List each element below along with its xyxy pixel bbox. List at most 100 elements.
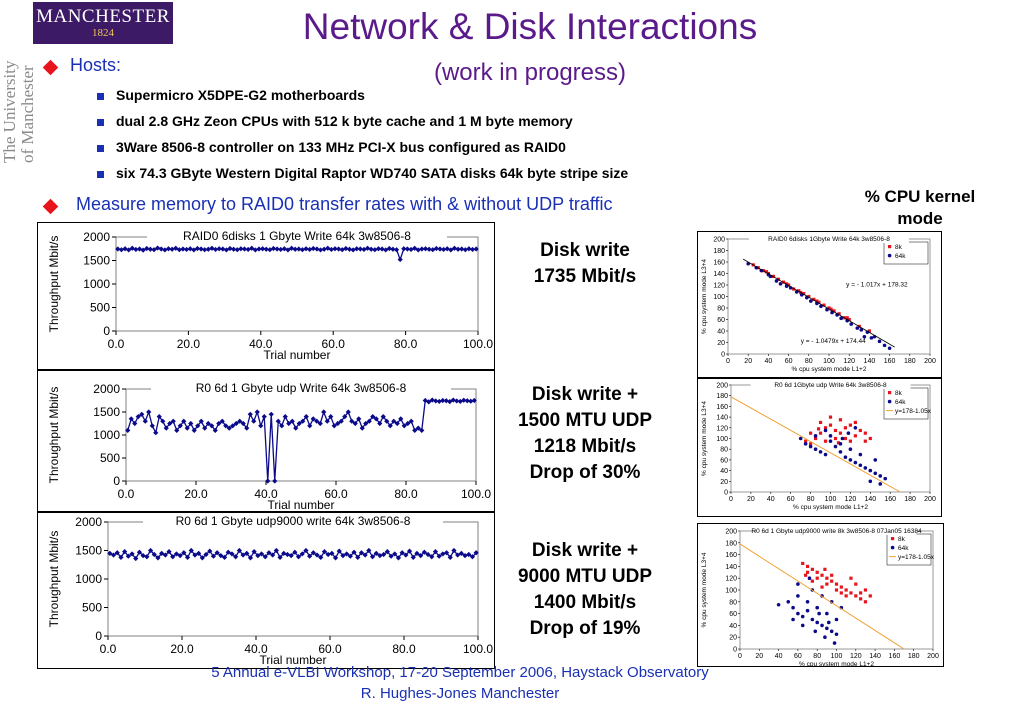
data-point [813,629,818,634]
host-item: Supermicro X5DPE-G2 motherboards [116,87,365,103]
data-point [202,247,208,253]
y-axis-title: % cpu system mode L3+4 [701,552,708,627]
data-point [818,450,823,454]
data-point [140,247,146,253]
data-point [299,247,306,253]
data-point [825,307,829,312]
cpu-kernel-line1: % CPU kernel [864,187,976,206]
data-point [377,420,383,427]
data-point [391,418,397,424]
data-point [878,482,883,486]
y-tick-label: 160 [716,404,728,411]
data-point [444,246,450,252]
x-tick-label: 180 [904,496,916,503]
row2-line4: Drop of 30% [529,462,641,483]
chart-title: RAID0 6disks 1 Gbyte Write 64k 3w8506-8 [183,229,411,243]
y-tick-label: 140 [725,564,737,571]
data-point [832,641,837,645]
legend-marker [887,399,892,404]
data-point [448,247,454,253]
data-point [209,245,215,251]
data-point [812,297,816,301]
data-point [194,245,201,252]
x-tick-label: 140 [869,653,881,660]
y-tick-label: 80 [720,447,728,454]
data-point [807,576,812,580]
data-point [349,418,355,424]
data-point [372,247,378,253]
data-point [839,585,843,589]
data-point [863,600,868,604]
data-point [863,439,867,443]
x-axis-title: Trial number [268,498,335,511]
data-point [843,426,848,430]
data-point [868,479,873,484]
data-point [838,418,843,422]
trend-line [742,258,895,348]
y-tick-label: 160 [713,260,725,267]
row1-line2: 1735 Mbit/s [533,266,637,287]
data-point [882,343,887,348]
data-point [815,620,819,625]
data-point [198,246,204,252]
data-point [169,246,175,252]
data-point [249,245,255,251]
data-point [865,330,870,334]
data-point [853,434,857,438]
data-point [825,582,829,586]
data-point [405,420,411,427]
host-item: dual 2.8 GHz Zeon CPUs with 512 k byte c… [116,113,573,129]
data-point [286,420,292,427]
data-point [231,246,237,252]
data-point [833,428,838,433]
university-line1: The University [0,60,19,163]
y-tick-label: 180 [716,393,728,400]
row1-line1: Disk write [540,240,630,261]
data-point [379,246,385,252]
data-point [840,436,845,441]
data-point [415,247,421,253]
row3-annotation: Disk write + 9000 MTU UDP 1400 Mbit/s Dr… [495,538,675,642]
y-tick-label: 20 [720,479,728,486]
data-point [817,300,821,304]
data-point [451,245,458,251]
data-point [858,452,863,457]
fit-line [739,543,905,650]
data-point [833,436,838,441]
row3-line2: 9000 MTU UDP [517,566,653,587]
x-tick-label: 160 [884,358,896,365]
y-tick-label: 200 [716,383,728,390]
x-tick-label: 180 [908,653,920,660]
x-tick-label: 200 [927,653,939,660]
data-point [183,246,190,253]
data-point [759,268,764,273]
data-point [818,431,823,435]
data-point [240,420,246,427]
data-point [867,329,871,333]
data-point [393,247,400,253]
y-tick-label: 1500 [93,405,120,419]
data-point [426,399,432,405]
annotation-bg [798,339,875,348]
data-point [331,423,337,429]
data-point [335,420,341,427]
data-point [266,550,272,556]
data-point [279,423,285,429]
host-item: 3Ware 8506-8 controller on 133 MHz PCI-X… [116,139,566,155]
row2-line3: 1218 Mbit/s [533,436,637,457]
data-point [265,478,271,484]
hosts-label: Hosts: [70,55,122,75]
y-tick-label: 180 [713,248,725,255]
data-point [863,431,867,435]
trend-annotation: y = - 1.0479x + 174.44 [801,338,866,345]
data-point [844,588,848,592]
y-tick-label: 0 [113,474,120,488]
data-point [805,608,810,613]
data-point [310,245,316,252]
data-point [804,573,808,577]
y-tick-label: 120 [716,425,728,432]
data-point [784,282,789,286]
data-point [357,246,363,252]
data-point [321,246,327,252]
x-tick-label: 20.0 [177,337,201,351]
